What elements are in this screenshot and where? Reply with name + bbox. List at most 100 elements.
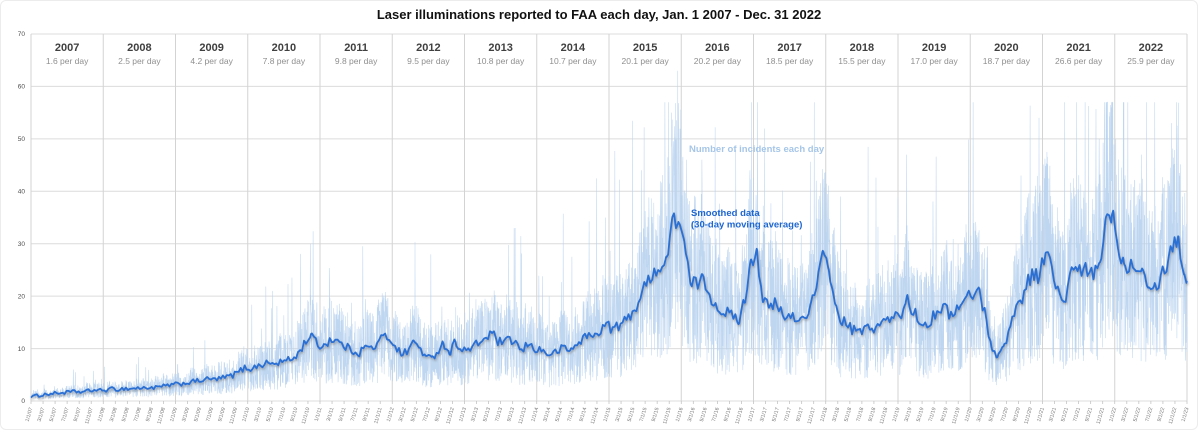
- x-tick-label: 3/1/18: [831, 407, 841, 423]
- x-tick-label: 3/1/20: [976, 407, 986, 423]
- x-tick-label: 9/1/19: [940, 407, 950, 423]
- x-tick-label: 7/1/19: [928, 407, 938, 423]
- x-tick-label: 1/1/20: [964, 407, 974, 423]
- year-average-label: 17.0 per day: [910, 56, 958, 66]
- x-tick-label: 1/1/07: [25, 407, 35, 423]
- smoothed-series-annotation-line2: (30-day moving average): [691, 220, 802, 231]
- x-tick-label: 5/1/19: [916, 407, 926, 423]
- x-tick-label: 7/1/21: [1072, 407, 1082, 423]
- year-average-label: 9.8 per day: [335, 56, 378, 66]
- x-tick-label: 9/1/07: [73, 407, 83, 423]
- x-tick-label: 9/1/10: [290, 407, 300, 423]
- x-tick-label: 5/1/17: [771, 407, 781, 423]
- x-tick-label: 3/1/10: [253, 407, 263, 423]
- x-tick-label: 11/1/14: [590, 407, 600, 425]
- x-tick-label: 1/1/19: [892, 407, 902, 423]
- x-tick-label: 11/1/18: [879, 407, 889, 425]
- year-label: 2015: [633, 42, 657, 54]
- x-tick-label: 5/1/21: [1060, 407, 1070, 423]
- x-tick-label: 9/1/20: [1012, 407, 1022, 423]
- x-tick-label: 11/1/12: [445, 407, 455, 425]
- x-tick-label: 9/1/14: [579, 407, 589, 423]
- y-axis-labels: 0 10 20 30 40 50 60 70: [18, 31, 26, 405]
- year-label: 2010: [272, 42, 296, 54]
- y-tick-label: 60: [18, 84, 26, 91]
- smoothed-series: [30, 209, 1188, 399]
- x-tick-label: 1/1/17: [747, 407, 757, 423]
- year-label: 2012: [416, 42, 440, 54]
- x-tick-label: 1/1/15: [603, 407, 613, 423]
- x-tick-label: 11/1/07: [84, 407, 94, 425]
- x-tick-label: 11/1/09: [229, 407, 239, 425]
- year-label: 2018: [850, 42, 874, 54]
- year-average-label: 10.7 per day: [549, 56, 597, 66]
- x-tick-label: 3/1/08: [109, 407, 119, 423]
- x-tick-label: 9/1/09: [217, 407, 227, 423]
- x-tick-label: 1/1/14: [530, 407, 540, 423]
- y-tick-label: 70: [18, 31, 26, 38]
- x-tick-label: 9/1/21: [1084, 407, 1094, 423]
- x-tick-label: 3/1/22: [1120, 407, 1130, 423]
- x-tick-label: 3/1/17: [759, 407, 769, 423]
- y-tick-label: 30: [18, 241, 26, 248]
- x-tick-label: 11/1/08: [156, 407, 166, 425]
- x-tick-label: 11/1/13: [518, 407, 528, 425]
- x-tick-label: 9/1/16: [723, 407, 733, 423]
- year-average-label: 20.1 per day: [621, 56, 669, 66]
- year-label: 2007: [55, 42, 79, 54]
- x-tick-label: 11/1/16: [734, 407, 744, 425]
- x-tick-label: 11/1/21: [1096, 407, 1106, 425]
- year-label: 2014: [561, 42, 586, 54]
- year-label: 2020: [994, 42, 1018, 54]
- x-tick-label: 5/1/16: [699, 407, 709, 423]
- x-tick-label: 5/1/14: [555, 407, 565, 423]
- x-tick-label: 7/1/11: [350, 407, 360, 422]
- year-label: 2021: [1066, 42, 1090, 54]
- y-tick-label: 0: [21, 398, 25, 405]
- x-tick-label: 7/1/14: [567, 407, 577, 423]
- y-tick-label: 10: [18, 346, 26, 353]
- year-average-label: 2.5 per day: [118, 56, 161, 66]
- x-tick-label: 3/1/07: [37, 407, 47, 423]
- x-tick-label: 11/1/11: [373, 407, 383, 425]
- x-tick-label: 3/1/21: [1048, 407, 1058, 423]
- x-tick-label: 3/1/19: [904, 407, 914, 423]
- x-tick-label: 3/1/15: [615, 407, 625, 423]
- year-label: 2017: [777, 42, 801, 54]
- x-tick-label: 9/1/08: [145, 407, 155, 423]
- year-average-label: 20.2 per day: [694, 56, 742, 66]
- x-tick-label: 3/1/16: [687, 407, 697, 423]
- year-label: 2019: [922, 42, 946, 54]
- year-label: 2016: [705, 42, 729, 54]
- year-label: 2009: [199, 42, 223, 54]
- x-tick-label: 1/1/18: [819, 407, 829, 423]
- x-tick-label: 7/1/10: [278, 407, 288, 423]
- x-tick-label: 9/1/12: [434, 407, 444, 423]
- x-tick-label: 3/1/11: [326, 407, 336, 422]
- year-average-label: 15.5 per day: [838, 56, 886, 66]
- x-tick-label: 5/1/09: [193, 407, 203, 423]
- x-tick-label: 1/1/13: [458, 407, 468, 423]
- x-tick-label: 1/1/12: [386, 407, 396, 423]
- x-tick-label: 9/1/13: [506, 407, 516, 423]
- x-tick-label: 1/1/09: [169, 407, 179, 423]
- x-tick-label: 1/1/22: [1108, 407, 1118, 423]
- x-tick-label: 11/1/10: [301, 407, 311, 425]
- x-tick-label: 9/1/11: [362, 407, 372, 422]
- x-tick-label: 11/1/22: [1168, 407, 1178, 425]
- x-tick-label: 9/1/22: [1157, 407, 1167, 423]
- year-average-label: 25.9 per day: [1127, 56, 1175, 66]
- year-average-label: 1.6 per day: [46, 56, 89, 66]
- x-tick-label: 7/1/15: [639, 407, 649, 423]
- daily-series-annotation: Number of incidents each day: [689, 144, 825, 155]
- year-average-label: 7.8 per day: [263, 56, 306, 66]
- year-label: 2013: [488, 42, 512, 54]
- year-label: 2008: [127, 42, 151, 54]
- x-tick-label: 3/1/13: [470, 407, 480, 423]
- x-tick-label: 11/1/19: [951, 407, 961, 425]
- year-average-label: 9.5 per day: [407, 56, 450, 66]
- x-tick-label: 9/1/15: [651, 407, 661, 423]
- x-tick-label: 5/1/08: [121, 407, 131, 423]
- y-tick-label: 50: [18, 136, 26, 143]
